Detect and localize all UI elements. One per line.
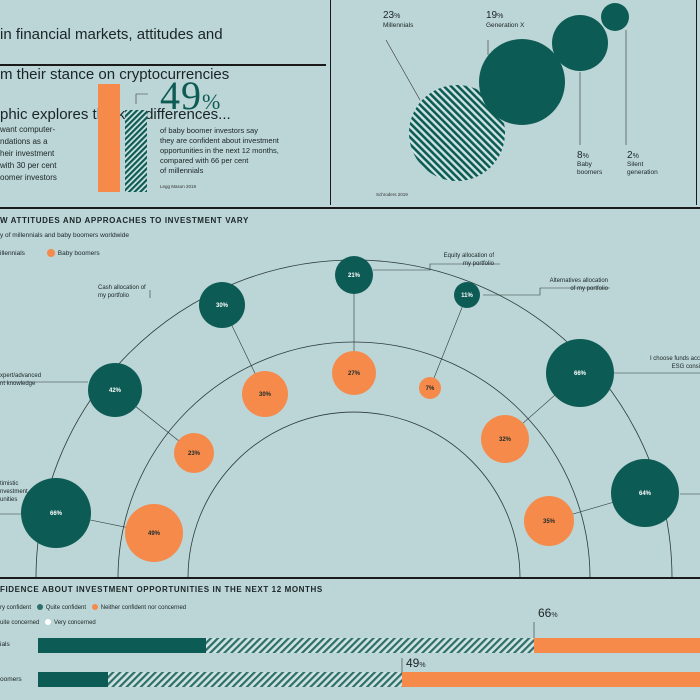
legend-dot-very-concerned	[45, 619, 52, 626]
label-alternatives: Alternatives allocation of my portfolio	[549, 278, 608, 292]
attitudes-arc-chart: 21% 30% 11% 42% 66% 66% 64% 27% 30% 7% 2…	[0, 256, 700, 578]
row-label-boomers: oomers	[0, 676, 22, 683]
millennials-very	[38, 638, 206, 653]
confidence-description: of baby boomer investors say they are co…	[160, 126, 279, 175]
boomers-neither	[402, 672, 700, 687]
label-esg: I choose funds acc ESG consi	[649, 356, 700, 370]
silent-bubble	[601, 3, 629, 31]
attitudes-legend: illennials Baby boomers	[0, 249, 100, 259]
legend-boomers: Baby boomers	[57, 250, 100, 257]
big-value: 49	[160, 73, 202, 118]
legend-dot-boomers	[46, 249, 55, 258]
boomers-bubble	[552, 15, 608, 71]
big-unit: %	[202, 89, 222, 114]
row-value-millennials: 66%	[538, 606, 558, 620]
bubble-label: 32%	[499, 437, 512, 443]
boomer-bubbles	[125, 351, 574, 562]
bars-legend-row2: uite concerned Very concerned	[0, 619, 96, 626]
attitudes-subtitle: y of millennials and baby boomers worldw…	[0, 232, 129, 239]
confidence-mini-bars	[98, 84, 148, 192]
millennials-neither	[534, 638, 700, 653]
bubble-label: 66%	[574, 371, 587, 377]
boomers-bar	[125, 110, 147, 192]
bubble-label: 35%	[543, 519, 556, 525]
bubble-label: 30%	[259, 392, 272, 398]
bubble-label: 27%	[348, 371, 361, 377]
crypto-boomers: 8% Baby boomers	[577, 150, 603, 176]
intro-line-1: in financial markets, attitudes and	[0, 26, 223, 43]
legend-millennials: illennials	[0, 250, 25, 257]
bubble-label: 30%	[216, 303, 229, 309]
genx-bubble	[479, 39, 565, 125]
big-percentage: 49%	[160, 72, 221, 119]
label-cash: Cash allocation of my portfolio	[98, 285, 146, 299]
intro-text: in financial markets, attitudes and m th…	[0, 5, 231, 145]
millennials-quite	[206, 638, 534, 653]
bars-legend-row1: ry confident Quite confident Neither con…	[0, 604, 187, 611]
bars-title: FIDENCE ABOUT INVESTMENT OPPORTUNITIES I…	[0, 585, 323, 594]
bubble-label: 11%	[461, 293, 473, 299]
label-knowledge: xpert/advanced nt knowledge	[0, 373, 42, 387]
millennial-bubbles	[21, 256, 679, 548]
label-optimistic: timistic nvestment unities	[0, 481, 28, 503]
section-rule-1	[0, 207, 700, 209]
left-cut-text: want computer- ndations as a heir invest…	[0, 125, 57, 182]
crypto-genx: 19% Generation X	[486, 10, 525, 29]
crypto-millennials: 23% Millennials	[383, 10, 414, 29]
bubble-label: 21%	[348, 273, 361, 279]
section-rule-2	[0, 577, 700, 579]
bubble-label: 64%	[639, 491, 652, 497]
intro-rule	[0, 64, 326, 66]
confidence-source: Legg Mason 2019	[160, 184, 197, 189]
bubble-label: 23%	[188, 451, 201, 457]
row-value-boomers: 49%	[406, 656, 426, 670]
crypto-source: Schroders 2019	[376, 192, 408, 197]
bubble-label: 49%	[148, 531, 161, 537]
bubble-label: 42%	[109, 388, 122, 394]
attitudes-title: W ATTITUDES AND APPROACHES TO INVESTMENT…	[0, 216, 249, 225]
crypto-bubbles	[385, 3, 629, 181]
crypto-silent: 2% Silent generation	[627, 150, 658, 176]
millennials-bubble	[409, 85, 505, 181]
bubble-label: 7%	[426, 386, 435, 392]
label-equity: Equity allocation of my portfolio	[443, 253, 494, 267]
confidence-stacked-bars	[38, 622, 700, 687]
boomers-very	[38, 672, 108, 687]
bubble-label: 66%	[50, 511, 63, 517]
intro-line-2: m their stance on cryptocurrencies	[0, 66, 230, 83]
boomers-quite	[108, 672, 402, 687]
vertical-divider	[330, 0, 331, 205]
millennials-bar	[98, 84, 120, 192]
row-label-millennials: ials	[0, 641, 10, 648]
right-edge-rule	[696, 0, 697, 205]
legend-dot-quite	[36, 604, 43, 611]
legend-dot-neither	[91, 604, 98, 611]
